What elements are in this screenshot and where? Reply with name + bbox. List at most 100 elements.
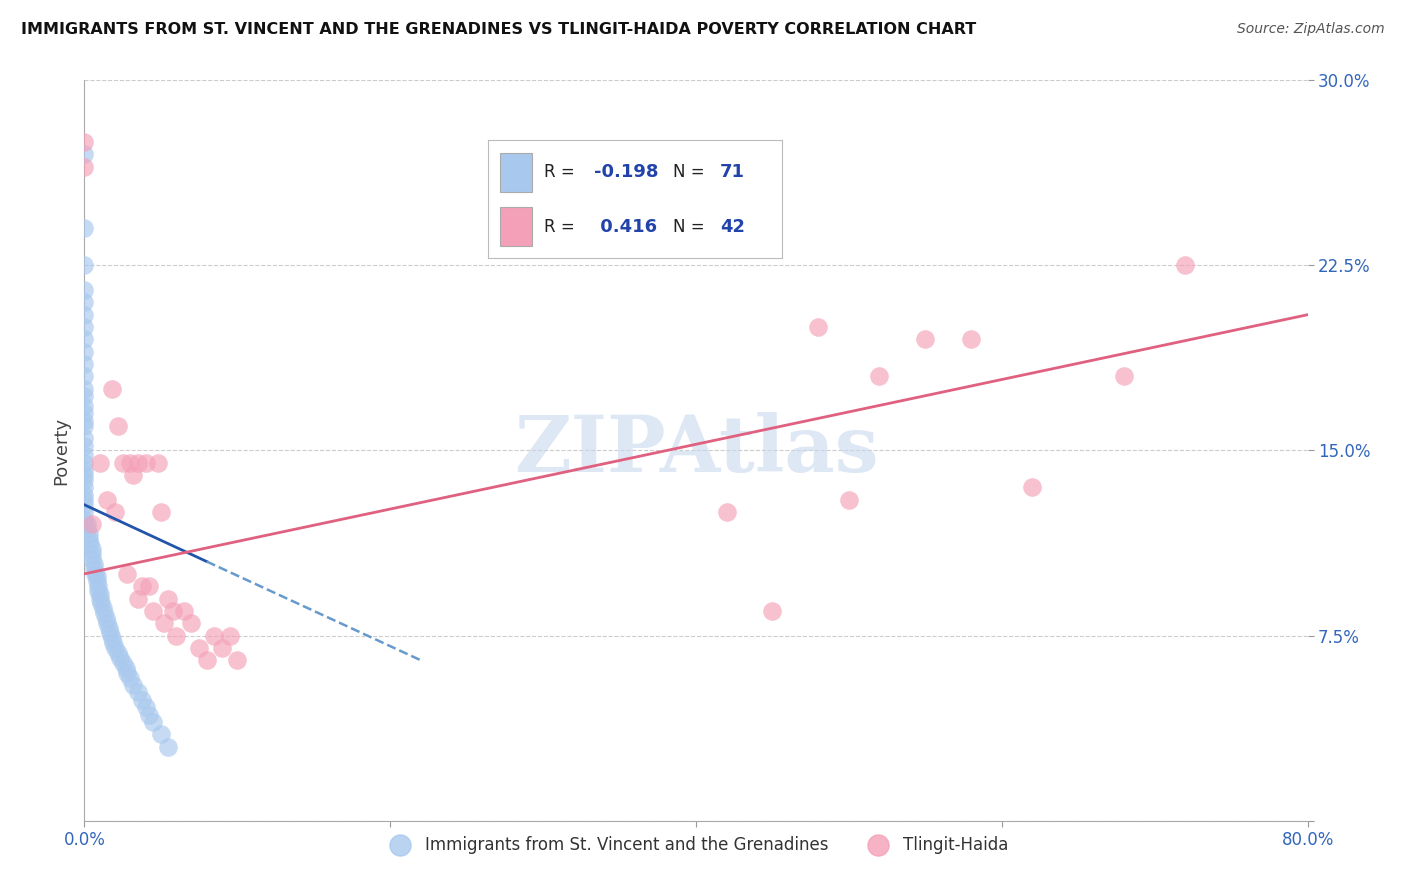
Point bbox=[73, 369, 96, 384]
Point bbox=[73, 160, 96, 174]
Point bbox=[73, 431, 96, 445]
Point bbox=[120, 671, 142, 685]
Point bbox=[76, 523, 98, 537]
Point bbox=[73, 480, 96, 494]
Text: IMMIGRANTS FROM ST. VINCENT AND THE GRENADINES VS TLINGIT-HAIDA POVERTY CORRELAT: IMMIGRANTS FROM ST. VINCENT AND THE GREN… bbox=[21, 22, 976, 37]
Point bbox=[101, 631, 124, 645]
Point bbox=[73, 283, 96, 297]
Point bbox=[73, 498, 96, 512]
Point bbox=[101, 382, 124, 396]
Point bbox=[89, 591, 111, 606]
Point bbox=[73, 382, 96, 396]
Point bbox=[73, 332, 96, 346]
Point bbox=[1114, 369, 1136, 384]
Point bbox=[83, 557, 105, 571]
Point bbox=[73, 357, 96, 371]
Point bbox=[103, 636, 125, 650]
Point bbox=[80, 542, 103, 557]
Point bbox=[838, 492, 860, 507]
Point bbox=[869, 369, 891, 384]
Point bbox=[115, 566, 138, 581]
Point bbox=[104, 640, 127, 655]
Point bbox=[73, 512, 96, 526]
Point bbox=[165, 628, 187, 642]
Text: ZIPAtlas: ZIPAtlas bbox=[513, 412, 879, 489]
Point bbox=[73, 438, 96, 452]
Point bbox=[73, 463, 96, 477]
Point bbox=[111, 656, 134, 670]
Point bbox=[73, 258, 96, 272]
Point bbox=[157, 591, 180, 606]
Point bbox=[73, 399, 96, 413]
Point bbox=[149, 505, 172, 519]
Point bbox=[80, 517, 103, 532]
Point bbox=[135, 456, 157, 470]
Point bbox=[80, 547, 103, 561]
Point bbox=[115, 665, 138, 680]
Point bbox=[127, 685, 149, 699]
Point bbox=[73, 505, 96, 519]
Point bbox=[73, 389, 96, 403]
Point bbox=[127, 456, 149, 470]
Point bbox=[98, 626, 121, 640]
Point bbox=[173, 604, 195, 618]
Point bbox=[104, 505, 127, 519]
Point bbox=[960, 332, 983, 346]
Point bbox=[73, 418, 96, 433]
Point bbox=[87, 579, 110, 593]
Point bbox=[73, 488, 96, 502]
Point bbox=[1174, 258, 1197, 272]
Point bbox=[73, 449, 96, 463]
Point bbox=[73, 456, 96, 470]
Point bbox=[97, 621, 120, 635]
Point bbox=[77, 533, 100, 547]
Point bbox=[90, 597, 112, 611]
Point bbox=[157, 739, 180, 754]
Point bbox=[93, 607, 115, 621]
Point bbox=[73, 221, 96, 235]
Point bbox=[146, 456, 169, 470]
Point bbox=[73, 344, 96, 359]
Point bbox=[96, 492, 118, 507]
Point bbox=[142, 714, 165, 729]
Point bbox=[83, 562, 105, 576]
Text: Source: ZipAtlas.com: Source: ZipAtlas.com bbox=[1237, 22, 1385, 37]
Point bbox=[138, 707, 160, 722]
Point bbox=[111, 456, 134, 470]
Point bbox=[96, 616, 118, 631]
Point bbox=[73, 135, 96, 149]
Point bbox=[120, 456, 142, 470]
Point bbox=[127, 591, 149, 606]
Point bbox=[188, 640, 211, 655]
Point bbox=[86, 574, 108, 589]
Point bbox=[73, 295, 96, 310]
Point bbox=[107, 646, 129, 660]
Point bbox=[149, 727, 172, 741]
Point bbox=[107, 418, 129, 433]
Point bbox=[153, 616, 176, 631]
Point bbox=[77, 527, 100, 541]
Point bbox=[122, 468, 145, 483]
Point bbox=[218, 628, 240, 642]
Y-axis label: Poverty: Poverty bbox=[52, 417, 70, 484]
Point bbox=[73, 147, 96, 161]
Point bbox=[86, 569, 108, 583]
Point bbox=[142, 604, 165, 618]
Point bbox=[716, 505, 738, 519]
Point bbox=[211, 640, 233, 655]
Point bbox=[76, 517, 98, 532]
Point bbox=[202, 628, 225, 642]
Point bbox=[91, 601, 114, 615]
Point bbox=[162, 604, 184, 618]
Point bbox=[80, 552, 103, 566]
Point bbox=[89, 586, 111, 600]
Point bbox=[114, 660, 136, 674]
Point bbox=[73, 473, 96, 487]
Point bbox=[89, 456, 111, 470]
Point bbox=[807, 320, 830, 334]
Point bbox=[94, 611, 117, 625]
Point bbox=[79, 537, 101, 551]
Point bbox=[73, 320, 96, 334]
Point bbox=[914, 332, 936, 346]
Point bbox=[131, 692, 153, 706]
